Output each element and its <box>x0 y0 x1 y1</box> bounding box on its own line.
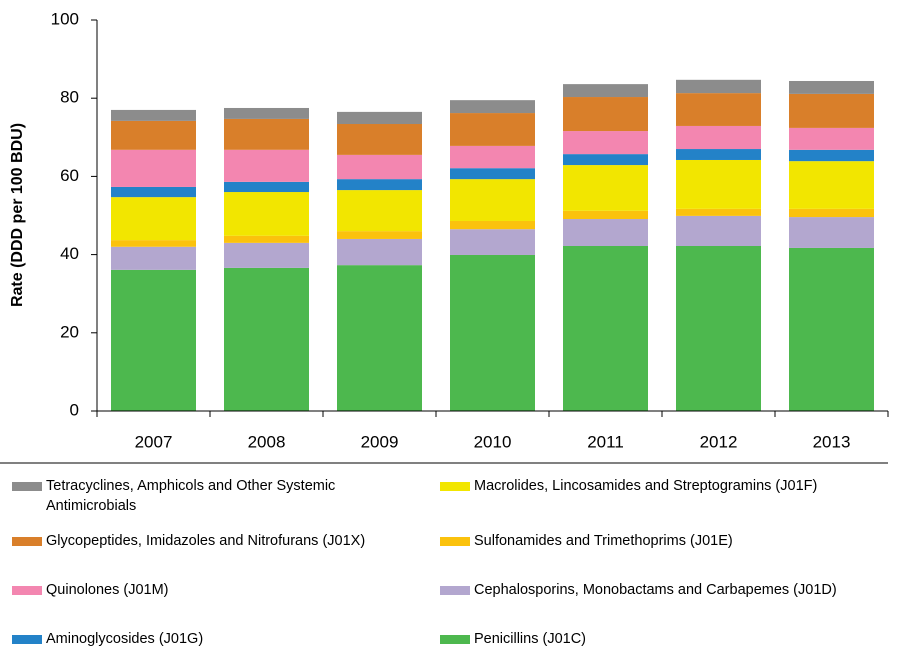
bar-segment <box>224 192 309 236</box>
legend-label: Quinolones (J01M) <box>46 582 169 598</box>
bar-segment <box>224 242 309 268</box>
bar-segment <box>111 240 196 247</box>
bar-segment <box>224 118 309 150</box>
bar-segment <box>563 165 648 211</box>
bar-segment <box>450 113 535 146</box>
bar-segment <box>337 238 422 266</box>
legend-swatch <box>12 482 42 491</box>
bar-segment <box>676 245 761 411</box>
legend-swatch <box>12 635 42 644</box>
bar-segment <box>789 127 874 150</box>
legend-entry: Tetracyclines, Amphicols and Other Syste… <box>12 476 406 516</box>
legend-entry: Aminoglycosides (J01G) <box>12 629 406 649</box>
x-tick-label: 2011 <box>587 432 624 451</box>
bar-segment <box>563 154 648 166</box>
legend-entry: Glycopeptides, Imidazoles and Nitrofuran… <box>12 531 406 551</box>
bar-segment <box>224 149 309 182</box>
bar-segment <box>789 80 874 94</box>
bar-segment <box>337 154 422 180</box>
y-axis-title: Rate (DDD per 100 BDU) <box>9 123 26 307</box>
bar-segment <box>789 149 874 162</box>
bar-segment <box>789 217 874 248</box>
legend-label: Sulfonamides and Trimethoprims (J01E) <box>474 533 733 549</box>
legend-label: Tetracyclines, Amphicols and Other Syste… <box>46 478 336 514</box>
legend-swatch <box>440 482 470 491</box>
bar-segment <box>676 215 761 246</box>
y-tick-label: 40 <box>60 244 79 263</box>
bar-segment <box>450 179 535 221</box>
bar-segment <box>789 93 874 128</box>
bar-segment <box>224 235 309 243</box>
bar-segment <box>676 79 761 94</box>
legend-swatch <box>440 635 470 644</box>
bar-segment <box>563 131 648 155</box>
bar-segment <box>563 210 648 220</box>
legend-swatch <box>440 537 470 546</box>
bar-segment <box>789 161 874 209</box>
legend-swatch <box>12 586 42 595</box>
chart: Rate (DDD per 100 BDU) 0 20 40 60 80 100 2007 2… <box>0 9 889 464</box>
bar-segment <box>789 247 874 411</box>
bar-segment <box>224 181 309 193</box>
legend-label: Aminoglycosides (J01G) <box>46 631 204 647</box>
bar-segment <box>337 179 422 191</box>
y-tick-label: 0 <box>70 400 79 419</box>
bar-segment <box>337 190 422 232</box>
bar-segment <box>111 149 196 187</box>
x-tick-label: 2012 <box>700 432 738 451</box>
bar-segment <box>676 93 761 126</box>
bar-segment <box>111 120 196 150</box>
bar-segment <box>111 186 196 198</box>
bar-segment <box>337 231 422 239</box>
bar-segment <box>337 111 422 125</box>
y-tick-label: 20 <box>60 322 79 341</box>
legend-entry: Quinolones (J01M) <box>12 580 406 600</box>
legend: Tetracyclines, Amphicols and Other Syste… <box>0 470 903 659</box>
legend-label: Penicillins (J01C) <box>474 631 587 647</box>
y-tick-label: 60 <box>60 166 79 185</box>
legend-entry: Macrolides, Lincosamides and Streptogram… <box>440 476 894 496</box>
legend-swatch <box>440 586 470 595</box>
bar-segment <box>563 97 648 132</box>
legend-label: Cephalosporins, Monobactams and Carbapem… <box>474 582 837 598</box>
bar-segment <box>563 219 648 246</box>
x-tick-label: 2013 <box>813 432 851 451</box>
bar-segment <box>450 145 535 169</box>
bar-segment <box>450 168 535 180</box>
x-tick-label: 2009 <box>361 432 399 451</box>
bar-segment <box>224 267 309 411</box>
bar-segment <box>337 265 422 411</box>
bar-segment <box>563 245 648 411</box>
legend-entry: Penicillins (J01C) <box>440 629 894 649</box>
bar-segment <box>450 220 535 230</box>
bar-segment <box>676 159 761 209</box>
bar-segment <box>111 269 196 411</box>
legend-entry: Sulfonamides and Trimethoprims (J01E) <box>440 531 894 551</box>
bar-segment <box>111 109 196 121</box>
y-tick-label: 80 <box>60 88 79 107</box>
legend-entry: Cephalosporins, Monobactams and Carbapem… <box>440 580 894 600</box>
legend-swatch <box>12 537 42 546</box>
bar-segment <box>789 208 874 218</box>
legend-label: Glycopeptides, Imidazoles and Nitrofuran… <box>46 533 366 549</box>
bar-segment <box>111 246 196 270</box>
bar-segment <box>337 124 422 155</box>
bar-segment <box>450 229 535 255</box>
bar-segment <box>111 197 196 241</box>
bar-segment <box>450 254 535 411</box>
bar-segment <box>224 107 309 119</box>
bar-segment <box>563 84 648 98</box>
bar-segment <box>450 100 535 114</box>
bar-segment <box>676 208 761 216</box>
x-tick-label: 2010 <box>474 432 512 451</box>
bar-segment <box>676 149 761 160</box>
bar-segment <box>676 125 761 150</box>
y-tick-label: 100 <box>51 9 79 28</box>
x-tick-label: 2008 <box>248 432 286 451</box>
legend-label: Macrolides, Lincosamides and Streptogram… <box>474 478 818 494</box>
x-tick-label: 2007 <box>135 432 173 451</box>
